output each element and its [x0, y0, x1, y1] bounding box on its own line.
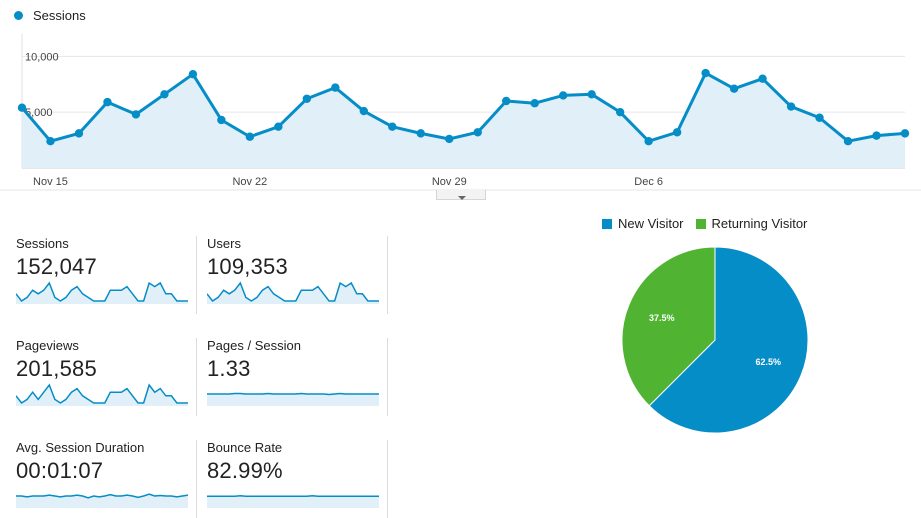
metric-value: 152,047: [16, 254, 97, 279]
legend-new-visitor: New Visitor: [602, 216, 684, 231]
divider: [387, 236, 388, 314]
sessions-point: [558, 91, 568, 100]
pie-legend: New Visitor Returning Visitor: [602, 216, 819, 231]
sparkline-line: [16, 493, 188, 499]
sparkline-area: [16, 494, 188, 508]
returning-visitor-swatch: [695, 218, 706, 229]
sessions-sparkline: [16, 281, 188, 304]
sessions-point: [245, 132, 255, 141]
collapse-handle[interactable]: [436, 190, 486, 200]
sessions-point: [217, 115, 226, 125]
sessions-point: [872, 131, 881, 140]
metric-value: 82.99%: [207, 458, 283, 483]
users-sparkline: [207, 281, 379, 304]
sparkline-area: [207, 393, 379, 406]
metric-label: Pageviews: [16, 338, 79, 353]
sessions-point: [729, 84, 739, 93]
x-tick-label: Nov 15: [33, 176, 68, 188]
metric-avg-session-duration[interactable]: Avg. Session Duration 00:01:07: [16, 440, 196, 484]
sessions-point: [274, 122, 283, 131]
sessions-point: [587, 90, 596, 99]
sessions-point: [502, 96, 511, 106]
sessions-point: [131, 110, 141, 119]
sparkline-line: [16, 383, 188, 405]
sessions-point: [758, 74, 767, 83]
sessions-point: [672, 128, 682, 137]
metric-pages-per-session[interactable]: Pages / Session 1.33: [207, 338, 387, 382]
divider: [196, 236, 197, 314]
divider: [196, 440, 197, 518]
sessions-point: [615, 107, 625, 117]
metric-label: Pages / Session: [207, 338, 301, 353]
x-tick-label: Dec 6: [634, 176, 663, 188]
sessions-point: [46, 137, 55, 146]
pages-per-session-sparkline: [207, 392, 379, 406]
sessions-legend-label: Sessions: [33, 8, 86, 23]
metric-label: Bounce Rate: [207, 440, 283, 455]
sessions-point: [359, 106, 369, 116]
pie-slice: [621, 246, 716, 407]
sessions-point: [644, 137, 653, 146]
sessions-point: [900, 129, 910, 138]
sessions-point: [445, 134, 454, 144]
sessions-point: [815, 113, 824, 122]
metric-label: Sessions: [16, 236, 69, 251]
sparkline-line: [207, 281, 379, 303]
metric-users[interactable]: Users 109,353: [207, 236, 387, 280]
visitor-pie-chart: 62.5% 37.5%: [621, 246, 809, 434]
sessions-point: [74, 129, 84, 138]
x-tick-label: Nov 22: [232, 176, 267, 188]
sessions-point: [160, 90, 169, 99]
sessions-point: [188, 70, 198, 79]
sessions-point: [17, 103, 27, 112]
sparkline-area: [207, 495, 379, 508]
metric-label: Users: [207, 236, 241, 251]
sessions-legend-dot: [14, 11, 23, 20]
metric-value: 201,585: [16, 356, 97, 381]
sparkline-line: [16, 281, 188, 303]
divider: [196, 338, 197, 416]
sessions-point: [103, 97, 112, 107]
divider: [387, 440, 388, 518]
sessions-point: [786, 102, 796, 111]
sessions-point: [473, 128, 482, 137]
metric-value: 00:01:07: [16, 458, 104, 483]
legend-returning-visitor-label: Returning Visitor: [711, 216, 808, 231]
metric-value: 109,353: [207, 254, 288, 279]
sessions-point: [416, 129, 425, 138]
sessions-line-chart: 10,000 5,000 Nov 15 Nov 22 Nov 29 Dec 6: [0, 34, 921, 191]
avg-session-duration-sparkline: [16, 493, 188, 508]
legend-returning-visitor: Returning Visitor: [695, 216, 808, 231]
metric-pageviews[interactable]: Pageviews 201,585: [16, 338, 196, 382]
sessions-point: [331, 83, 340, 92]
new-visitor-swatch: [602, 218, 612, 229]
legend-new-visitor-label: New Visitor: [618, 216, 684, 231]
y-tick-label: 5,000: [25, 107, 53, 119]
metric-bounce-rate[interactable]: Bounce Rate 82.99%: [207, 440, 387, 484]
pie-slice-label: 62.5%: [756, 357, 782, 367]
sessions-point: [530, 99, 539, 108]
sessions-point: [388, 122, 397, 131]
divider: [387, 338, 388, 416]
y-tick-label: 10,000: [25, 51, 59, 63]
pie-slice: [648, 246, 809, 434]
sparkline-line: [207, 392, 379, 396]
metric-value: 1.33: [207, 356, 251, 381]
metric-label: Avg. Session Duration: [16, 440, 145, 455]
sessions-area: [22, 73, 905, 168]
bounce-rate-sparkline: [207, 495, 379, 508]
sessions-line: [20, 71, 906, 143]
pie-slice-label: 37.5%: [649, 313, 675, 323]
sessions-point: [302, 94, 312, 103]
metric-sessions[interactable]: Sessions 152,047: [16, 236, 196, 280]
pageviews-sparkline: [16, 383, 188, 406]
chevron-down-icon: [458, 196, 466, 200]
sessions-point: [701, 68, 710, 78]
chart-legend: Sessions: [14, 8, 86, 23]
sessions-point: [843, 137, 853, 146]
x-tick-label: Nov 29: [432, 176, 467, 188]
